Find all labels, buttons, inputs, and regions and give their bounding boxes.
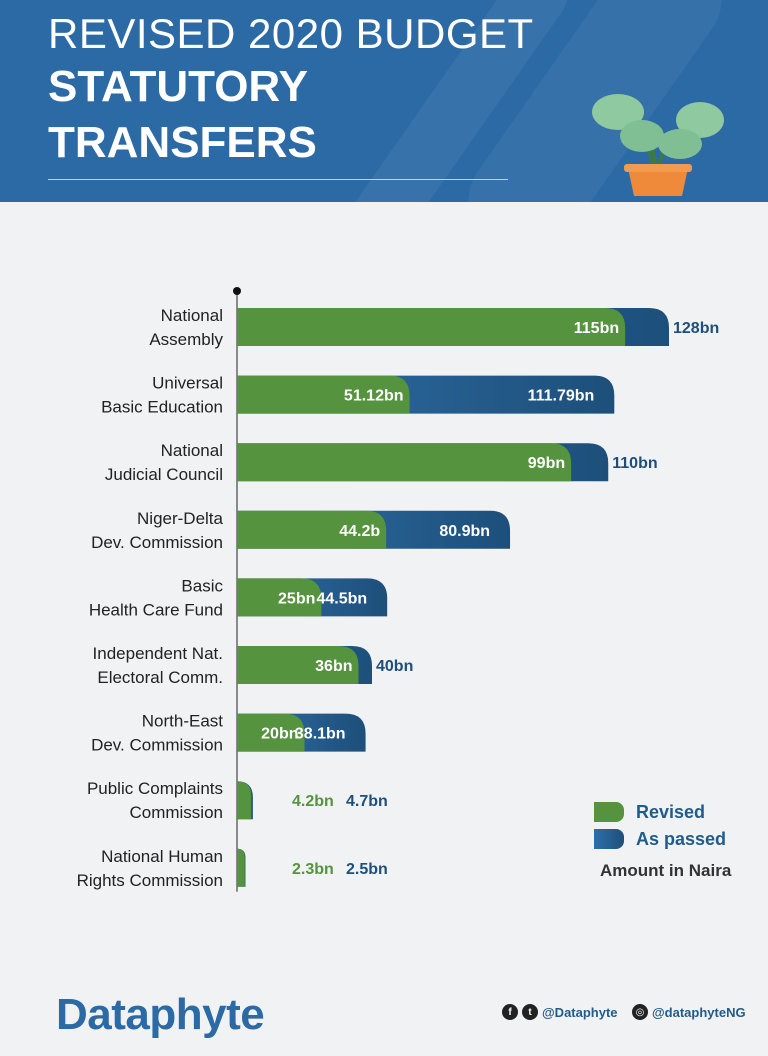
data-label-as-passed: 4.7bn	[346, 793, 388, 810]
data-label-as-passed: 40bn	[376, 658, 413, 675]
twitter-handle[interactable]: f t @Dataphyte	[502, 1004, 618, 1020]
data-label-as-passed: 128bn	[673, 320, 719, 337]
category-label: National	[161, 306, 223, 325]
data-label-revised: 25bn	[278, 590, 315, 607]
brand-logo: Dataphyte	[56, 990, 265, 1039]
axis-origin-dot	[233, 287, 241, 295]
category-label: Universal	[152, 374, 223, 393]
category-label: North-East	[142, 712, 224, 731]
category-label: Public Complaints	[87, 779, 223, 798]
bar-revised	[237, 713, 305, 752]
category-label: National Human	[101, 847, 223, 866]
bar-revised	[237, 510, 387, 549]
data-label-as-passed: 111.79bn	[528, 388, 595, 405]
data-label-revised: 2.3bn	[292, 861, 334, 878]
category-label: Independent Nat.	[93, 644, 223, 663]
data-label-as-passed: 38.1bn	[295, 726, 346, 743]
category-label: Health Care Fund	[89, 600, 223, 619]
header-banner: REVISED 2020 BUDGET STATUTORY TRANSFERS	[0, 0, 768, 202]
category-label: Dev. Commission	[91, 736, 223, 755]
data-label-as-passed: 80.9bn	[439, 523, 490, 540]
title-line-1: REVISED 2020 BUDGET	[48, 10, 534, 57]
title-line-3: TRANSFERS	[48, 118, 317, 167]
legend-as-passed: As passed	[594, 829, 726, 849]
category-label: Basic	[181, 576, 223, 595]
bar-revised	[237, 578, 322, 617]
category-label: Dev. Commission	[91, 533, 223, 552]
legend-revised: Revised	[594, 802, 705, 822]
category-label: Assembly	[149, 330, 223, 349]
data-label-revised: 115bn	[574, 320, 619, 337]
potted-plant-icon	[592, 94, 724, 196]
category-label: Niger-Delta	[137, 509, 224, 528]
data-label-as-passed: 110bn	[612, 455, 657, 472]
unit-note: Amount in Naira	[600, 861, 732, 880]
legend-swatch-revised	[594, 802, 624, 822]
data-label-revised: 36bn	[315, 658, 352, 675]
legend-label-as-passed: As passed	[636, 828, 727, 849]
category-label: Electoral Comm.	[97, 668, 223, 687]
data-label-revised: 99bn	[528, 455, 565, 472]
header-rule	[48, 179, 508, 180]
title-line-2: STATUTORY	[48, 62, 308, 111]
instagram-icon: ◎	[632, 1004, 648, 1020]
category-label: Basic Education	[101, 398, 223, 417]
bar-revised	[237, 781, 252, 820]
category-label: Rights Commission	[77, 871, 223, 890]
bar-revised	[237, 646, 359, 684]
instagram-handle[interactable]: ◎ @dataphyteNG	[632, 1004, 746, 1020]
legend-swatch-as-passed	[594, 829, 624, 849]
category-label: Judicial Council	[105, 465, 223, 484]
bar-revised	[237, 443, 572, 482]
category-label: National	[161, 441, 223, 460]
data-label-revised: 4.2bn	[292, 793, 334, 810]
data-label-as-passed: 44.5bn	[317, 590, 368, 607]
bar-revised	[237, 848, 245, 887]
data-label-revised: 44.2b	[339, 523, 380, 540]
twitter-icon: t	[522, 1004, 538, 1020]
category-label: Commission	[129, 803, 223, 822]
data-label-revised: 51.12bn	[344, 388, 404, 405]
bar-revised	[237, 308, 626, 346]
data-label-revised: 20bn	[261, 726, 298, 743]
legend-label-revised: Revised	[636, 801, 706, 822]
bar-chart: National Assembly 115bn 128bn Universal Basic…	[77, 287, 719, 892]
facebook-icon: f	[502, 1004, 518, 1020]
data-label-as-passed: 2.5bn	[346, 861, 388, 878]
instagram-handle-text: @dataphyteNG	[652, 1004, 746, 1020]
bar-revised	[237, 375, 410, 414]
twitter-handle-text: @Dataphyte	[542, 1004, 618, 1020]
